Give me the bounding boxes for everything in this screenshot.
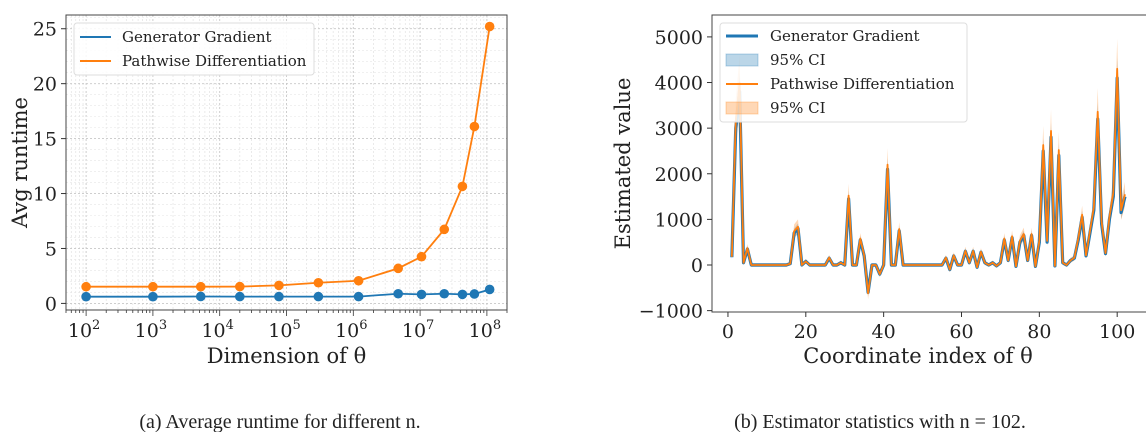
data-point: [439, 224, 450, 235]
data-point: [416, 289, 427, 300]
x-tick-base: 10: [402, 320, 426, 342]
x-tick-label: 60: [949, 321, 973, 343]
y-tick-label: 1000: [655, 209, 703, 231]
x-tick-label: 105: [268, 318, 300, 342]
plot-frame: [65, 14, 508, 311]
x-tick-label: 20: [794, 321, 818, 343]
legend: Generator Gradient 95% CI Pathwise Differe…: [719, 22, 968, 123]
data-point: [313, 291, 324, 302]
x-tick-label: 100: [1099, 321, 1135, 343]
data-point: [439, 288, 450, 299]
x-tick-base: 10: [335, 320, 359, 342]
data-point: [393, 263, 403, 274]
legend-label: 95% CI: [770, 99, 826, 117]
data-point: [484, 284, 495, 295]
data-point: [235, 281, 245, 292]
x-tick-label: 108: [469, 318, 501, 342]
x-tick-label: 102: [68, 318, 100, 342]
x-tick-exponent: 4: [226, 318, 234, 333]
data-point: [195, 291, 206, 302]
data-point: [274, 291, 284, 302]
x-tick-base: 10: [268, 320, 292, 342]
x-tick-label: 0: [722, 321, 734, 343]
x-tick-exponent: 3: [159, 318, 167, 333]
series-line-1: [730, 67, 1126, 295]
x-tick-exponent: 2: [92, 318, 100, 333]
legend-label: Pathwise Differentiation: [770, 75, 955, 93]
data-point: [469, 121, 480, 132]
y-tick-label: 0: [691, 255, 703, 277]
data-point: [457, 289, 468, 300]
x-tick-label: 103: [135, 318, 167, 342]
legend-box: [719, 22, 968, 123]
y-tick-label: 4000: [655, 73, 703, 95]
legend-swatch: [725, 53, 759, 67]
x-tick-base: 10: [469, 320, 493, 342]
data-point: [484, 21, 495, 32]
data-point: [353, 291, 364, 302]
x-tick-exponent: 8: [493, 318, 501, 333]
x-axis-label: Dimension of θ: [207, 344, 367, 368]
data-point: [148, 281, 158, 292]
x-tick-exponent: 6: [359, 318, 367, 333]
x-tick-label: 106: [335, 318, 367, 342]
y-axis-label: Avg runtime: [8, 97, 32, 229]
y-tick-label: 25: [33, 19, 57, 41]
legend-label: Pathwise Differentiation: [122, 52, 307, 70]
caption-b: (b) Estimator statistics with n = 102.: [734, 411, 1026, 432]
data-point: [393, 288, 403, 299]
y-tick-label: 5: [45, 238, 57, 260]
y-tick-label: 3000: [655, 118, 703, 140]
caption-a: (a) Average runtime for different n.: [139, 411, 420, 432]
y-tick-label: −1000: [639, 301, 703, 323]
data-point: [469, 289, 480, 299]
legend-label: Generator Gradient: [122, 28, 272, 46]
y-tick-label: 15: [33, 129, 57, 151]
data-point: [274, 280, 284, 291]
x-axis-label: Coordinate index of θ: [803, 344, 1033, 368]
x-tick-exponent: 5: [292, 318, 300, 333]
x-tick-label: 40: [872, 321, 896, 343]
data-point: [313, 277, 324, 288]
data-point: [457, 181, 468, 192]
plot-frame: [711, 14, 1146, 313]
y-tick-label: 20: [33, 74, 57, 96]
x-tick-base: 10: [68, 320, 92, 342]
x-tick-label: 107: [402, 318, 434, 342]
x-tick-label: 80: [1027, 321, 1051, 343]
y-axis-label: Estimated value: [611, 78, 635, 250]
data-point: [353, 275, 364, 286]
y-tick-label: 2000: [655, 164, 703, 186]
y-tick-label: 0: [45, 293, 57, 315]
x-tick-label: 104: [201, 318, 233, 342]
x-tick-base: 10: [201, 320, 225, 342]
legend-label: Generator Gradient: [770, 27, 920, 45]
data-point: [195, 281, 206, 292]
data-point: [148, 291, 158, 302]
x-tick-exponent: 7: [426, 318, 434, 333]
legend: Generator Gradient Pathwise Differentiati…: [73, 22, 315, 76]
data-point: [81, 281, 91, 292]
data-point: [235, 291, 245, 302]
y-tick-label: 10: [33, 184, 57, 206]
legend-swatch: [725, 101, 759, 115]
legend-box: [73, 22, 315, 76]
legend-label: 95% CI: [770, 51, 826, 69]
estimator-chart: −1000 0 1000 2000 3000 4000 5000 0 20 40 60 80 100 Co…: [611, 14, 1146, 368]
x-tick-base: 10: [135, 320, 159, 342]
data-point: [81, 291, 91, 302]
data-point: [416, 251, 427, 262]
y-tick-label: 5000: [655, 27, 703, 49]
